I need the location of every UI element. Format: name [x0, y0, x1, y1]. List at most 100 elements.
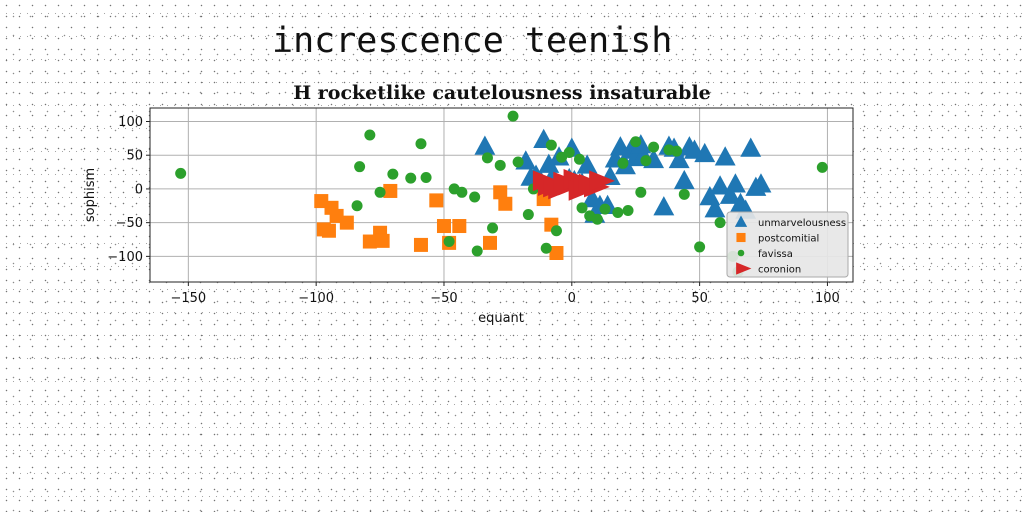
- x-tick-label: 50: [691, 291, 708, 306]
- data-point: [538, 153, 560, 173]
- data-point: [351, 200, 363, 212]
- data-point: [591, 213, 603, 225]
- data-point: [420, 171, 432, 183]
- data-point: [512, 156, 524, 168]
- data-point: [545, 139, 557, 151]
- data-point: [175, 167, 187, 179]
- data-point: [635, 186, 647, 198]
- data-point: [469, 191, 481, 203]
- data-point: [364, 129, 376, 141]
- data-point: [494, 159, 506, 171]
- legend: unmarvelousness postcomitial favissa coroni…: [726, 211, 849, 278]
- legend-marker: [736, 262, 752, 275]
- data-point: [354, 161, 366, 173]
- data-point: [740, 137, 762, 157]
- data-point: [704, 198, 726, 218]
- data-point: [576, 154, 598, 174]
- data-point: [589, 170, 615, 192]
- data-point: [405, 172, 417, 184]
- y-axis-ticks: −100 −50 0 50 100: [107, 115, 150, 265]
- legend-label: postcomitial: [758, 234, 819, 245]
- legend-label: unmarvelousness: [758, 218, 846, 229]
- data-point: [507, 110, 519, 122]
- data-point: [678, 188, 690, 200]
- data-point: [456, 186, 468, 198]
- data-point: [694, 241, 706, 253]
- x-axis-label: equant: [478, 311, 524, 326]
- x-tick-label: −50: [430, 291, 457, 306]
- data-point: [387, 168, 399, 180]
- x-tick-label: 0: [568, 291, 576, 306]
- data-point: [321, 223, 336, 238]
- data-point: [714, 146, 736, 166]
- x-tick-label: 100: [815, 291, 840, 306]
- data-point: [694, 142, 716, 163]
- legend-entry: coronion: [736, 262, 801, 276]
- data-marks: [175, 110, 828, 278]
- legend-entry: unmarvelousness: [734, 215, 846, 229]
- data-point: [622, 205, 634, 217]
- legend-entry: postcomitial: [736, 232, 819, 245]
- x-tick-label: −100: [298, 291, 334, 306]
- series-coronion: [532, 169, 615, 201]
- data-point: [452, 219, 467, 234]
- data-point: [383, 183, 398, 198]
- page-title: increscence teenish: [272, 21, 673, 61]
- plot-frame: [149, 107, 854, 283]
- data-point: [413, 237, 428, 252]
- legend-label: favissa: [758, 249, 793, 260]
- legend-label: coronion: [758, 265, 801, 276]
- legend-entry: favissa: [737, 249, 793, 260]
- data-point: [549, 246, 564, 260]
- data-point: [436, 219, 451, 234]
- x-axis-ticks: −150 −100 −50 0 50 100: [170, 282, 840, 306]
- data-point: [443, 236, 455, 248]
- data-point: [630, 136, 642, 148]
- data-point: [709, 175, 731, 195]
- data-point: [668, 148, 690, 169]
- x-tick-label: −150: [170, 291, 206, 306]
- data-point: [719, 184, 741, 204]
- data-point: [671, 145, 683, 157]
- data-point: [563, 147, 575, 159]
- legend-marker: [736, 232, 746, 243]
- data-point: [750, 173, 772, 193]
- y-tick-label: 50: [126, 149, 143, 164]
- data-point: [482, 235, 497, 250]
- data-point: [429, 193, 444, 208]
- data-point: [599, 203, 611, 215]
- data-point: [653, 196, 675, 216]
- data-point: [374, 186, 386, 198]
- data-point: [714, 217, 726, 229]
- y-tick-label: −50: [116, 216, 143, 231]
- data-point: [415, 138, 427, 150]
- series-favissa: [175, 110, 828, 278]
- data-point: [640, 155, 652, 167]
- data-point: [724, 173, 746, 193]
- y-tick-label: 100: [118, 115, 143, 130]
- data-point: [493, 185, 508, 200]
- y-tick-label: 0: [135, 182, 143, 197]
- data-point: [540, 242, 552, 254]
- legend-box: [726, 211, 849, 278]
- legend-marker: [737, 249, 745, 257]
- y-axis-label: sophism: [83, 168, 98, 222]
- data-point: [673, 169, 695, 190]
- data-point: [550, 225, 562, 237]
- data-point: [474, 135, 496, 155]
- data-point: [576, 202, 588, 214]
- data-point: [816, 161, 828, 173]
- data-point: [612, 207, 624, 219]
- data-point: [573, 153, 585, 165]
- data-point: [375, 233, 390, 248]
- data-point: [481, 152, 493, 164]
- data-point: [522, 209, 534, 221]
- data-point: [617, 157, 629, 169]
- data-point: [498, 196, 513, 211]
- data-point: [648, 141, 660, 153]
- chart-title: H rocketlike cautelousness insaturable: [293, 82, 711, 104]
- y-tick-label: −100: [107, 250, 143, 265]
- series-postcomitial: [314, 183, 564, 260]
- data-point: [471, 245, 483, 257]
